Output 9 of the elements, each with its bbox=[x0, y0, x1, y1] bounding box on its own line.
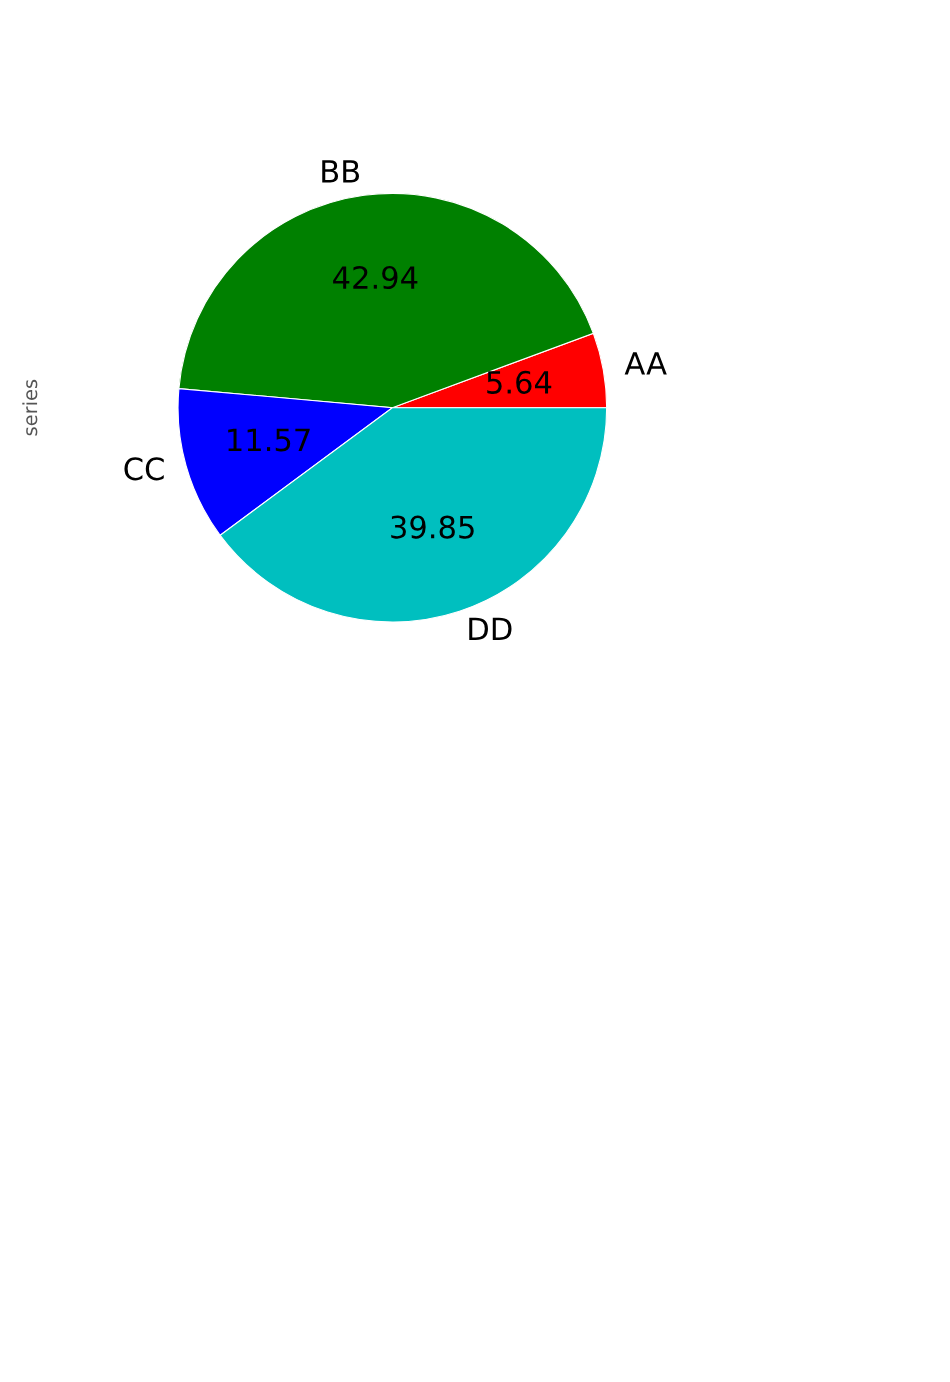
slice-label: DD bbox=[469, 617, 512, 640]
data-label: 11.57 bbox=[228, 428, 310, 452]
data-label: 5.64 bbox=[487, 370, 552, 394]
text: series bbox=[22, 379, 38, 436]
data-label: 39.85 bbox=[391, 515, 474, 539]
slice-label: CC bbox=[124, 457, 164, 481]
data-label: 42.94 bbox=[333, 265, 418, 290]
slice-label: AA bbox=[624, 352, 667, 375]
slice-label: BB bbox=[322, 160, 360, 183]
